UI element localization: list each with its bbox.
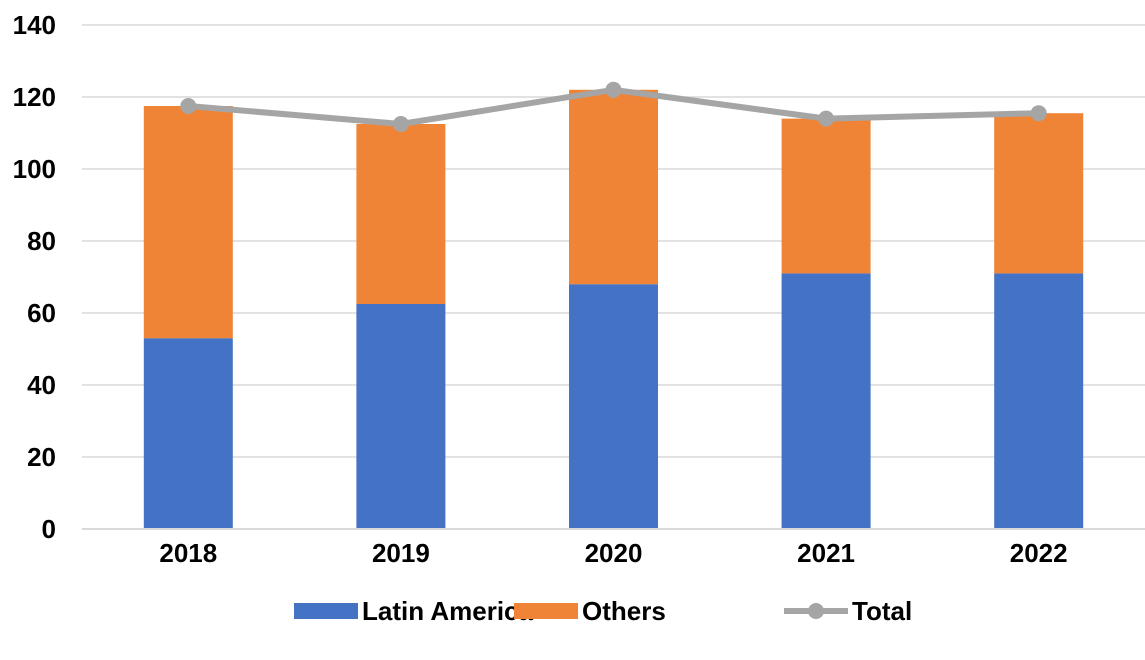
x-axis-ticks: 2018 2019 2020 2021 2022 xyxy=(159,538,1067,568)
bar-latin-america-2019 xyxy=(356,304,446,529)
legend-swatch-latin-america xyxy=(294,603,358,619)
bar-latin-america-2020 xyxy=(569,284,658,529)
x-tick-label-2022: 2022 xyxy=(1010,538,1068,568)
bars xyxy=(143,89,1084,529)
legend-item-others: Others xyxy=(514,596,666,626)
legend: Latin America Others Total xyxy=(294,596,912,626)
y-tick-label-60: 60 xyxy=(27,298,56,328)
y-tick-label-20: 20 xyxy=(27,442,56,472)
point-total-2019 xyxy=(392,116,409,132)
total-line xyxy=(180,81,1047,132)
x-tick-label-2019: 2019 xyxy=(372,538,430,568)
bar-others-2021 xyxy=(781,118,871,274)
legend-label-latin-america: Latin America xyxy=(362,596,534,626)
bar-latin-america-2018 xyxy=(143,338,233,529)
x-tick-label-2020: 2020 xyxy=(585,538,643,568)
point-total-2022 xyxy=(1030,105,1047,122)
y-tick-label-140: 140 xyxy=(13,10,56,40)
legend-label-others: Others xyxy=(582,596,666,626)
x-tick-label-2018: 2018 xyxy=(159,538,217,568)
bar-others-2019 xyxy=(356,124,446,304)
y-tick-label-80: 80 xyxy=(27,226,56,256)
x-tick-label-2021: 2021 xyxy=(797,538,855,568)
point-total-2018 xyxy=(180,98,197,114)
y-tick-label-120: 120 xyxy=(13,82,56,112)
y-tick-label-40: 40 xyxy=(27,370,56,400)
legend-marker-total xyxy=(808,603,824,619)
point-total-2021 xyxy=(818,110,835,127)
bar-latin-america-2021 xyxy=(781,273,871,529)
legend-label-total: Total xyxy=(852,596,912,626)
bar-others-2018 xyxy=(143,106,233,339)
legend-item-latin-america: Latin America xyxy=(294,596,534,626)
bar-others-2020 xyxy=(569,89,658,285)
y-tick-label-100: 100 xyxy=(13,154,56,184)
legend-swatch-others xyxy=(514,603,578,619)
bar-latin-america-2022 xyxy=(994,273,1084,529)
y-tick-label-0: 0 xyxy=(42,514,56,544)
y-axis-ticks: 0 20 40 60 80 100 120 140 xyxy=(13,10,56,544)
legend-item-total: Total xyxy=(784,596,912,626)
point-total-2020 xyxy=(605,81,622,98)
bar-others-2022 xyxy=(994,113,1084,274)
